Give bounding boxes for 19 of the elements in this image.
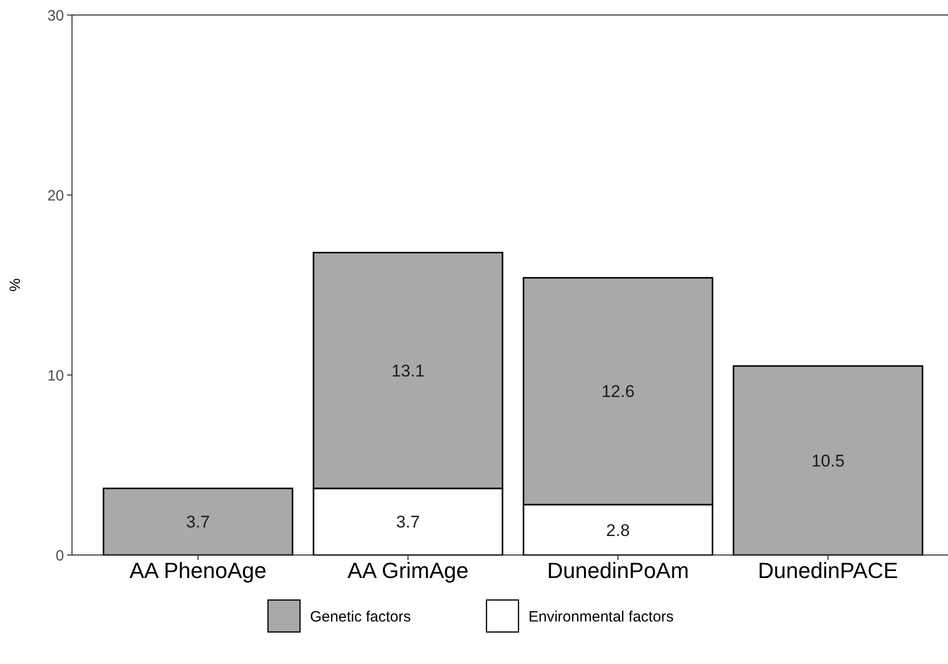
- y-axis-title: %: [7, 278, 24, 292]
- data-label: 2.8: [606, 520, 630, 540]
- data-label: 12.6: [601, 382, 635, 402]
- x-tick-label: DunedinPoAm: [547, 558, 689, 583]
- data-label: 13.1: [391, 361, 425, 380]
- legend-label: Genetic factors: [310, 608, 411, 626]
- data-label: 10.5: [811, 451, 845, 470]
- data-label: 3.7: [186, 512, 210, 532]
- y-tick-label: 20: [47, 187, 64, 204]
- bar: [102, 488, 294, 556]
- x-tick-label: AA PhenoAge: [129, 558, 267, 583]
- y-tick-label: 10: [47, 367, 64, 384]
- x-tick-label: DunedinPACE: [758, 558, 898, 583]
- bar: [732, 365, 924, 556]
- x-tick-label: AA GrimAge: [347, 558, 469, 583]
- y-tick-label: 30: [47, 7, 64, 24]
- data-label: 3.7: [396, 512, 420, 532]
- legend-label: Environmental factors: [528, 608, 674, 626]
- y-tick-label: 0: [56, 547, 64, 564]
